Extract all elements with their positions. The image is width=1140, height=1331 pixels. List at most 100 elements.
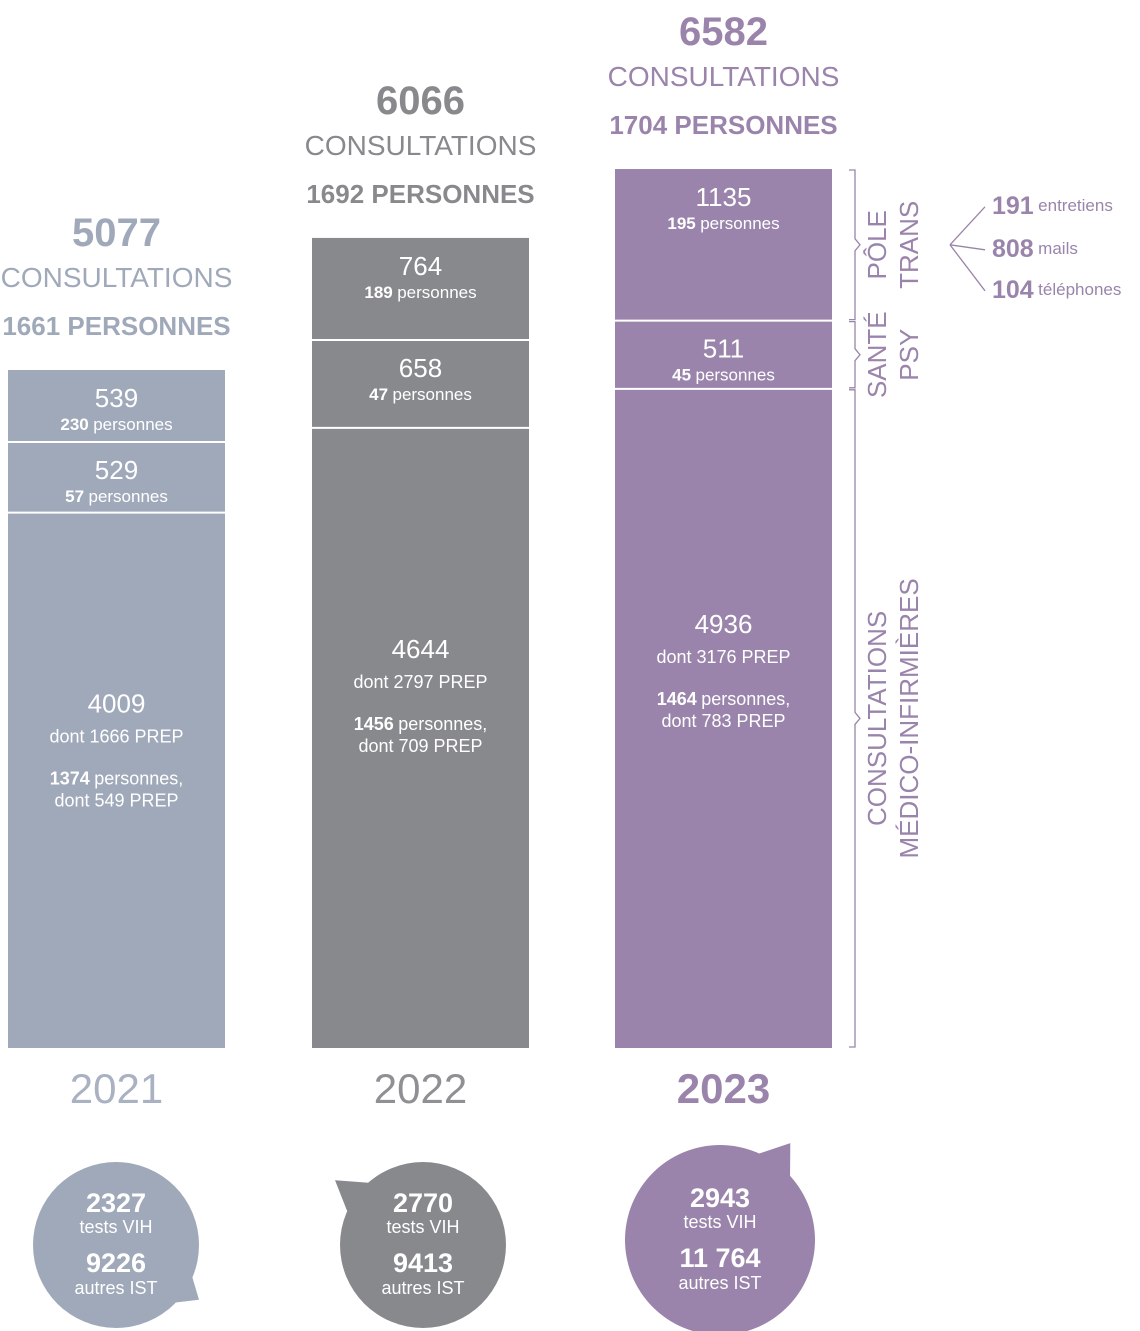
total: 6066	[376, 78, 465, 122]
segment-persons-part: 195	[667, 215, 695, 234]
segment-value-part: 4936	[695, 609, 753, 639]
bar-segment	[312, 427, 529, 1048]
segment-persons-part: 1456	[354, 714, 394, 734]
bubble-tests: 2327	[86, 1188, 146, 1218]
year-part: 2022	[374, 1065, 467, 1112]
segment-persons-part: 45	[672, 366, 691, 385]
breakdown-part: 808	[992, 234, 1034, 262]
bubble	[625, 1145, 815, 1331]
segment-note-part: dont 1666 PREP	[49, 726, 183, 746]
segment-persons-part: 1374	[50, 768, 90, 788]
total-label: CONSULTATIONS	[305, 130, 537, 161]
section-label-part: CONSULTATIONS	[862, 611, 892, 826]
bubble-tests-label-part: tests VIH	[386, 1217, 459, 1237]
breakdown-part: mails	[1038, 239, 1078, 258]
segment-value: 511	[703, 333, 744, 363]
bubble-tests-label: tests VIH	[79, 1217, 152, 1237]
segment-persons-part: personnes,	[94, 768, 183, 788]
bubble-tests-label-part: tests VIH	[79, 1217, 152, 1237]
total-label-part: CONSULTATIONS	[1, 262, 233, 293]
bubble-ist-part: 9226	[86, 1248, 146, 1278]
segment-persons-note-part: dont 783 PREP	[661, 711, 785, 731]
bar-segment	[312, 339, 529, 428]
section-label: MÉDICO-INFIRMIÈRES	[894, 578, 924, 858]
section-label-part: SANTÉ	[862, 311, 892, 398]
bubble-ist-label: autres IST	[381, 1278, 464, 1298]
bar-segment	[312, 237, 529, 340]
segment-value: 529	[95, 455, 138, 485]
segment-value-part: 764	[399, 251, 442, 281]
section-label: CONSULTATIONS	[862, 611, 892, 826]
segment-note-part: dont 2797 PREP	[353, 672, 487, 692]
persons: 1704 PERSONNES	[609, 110, 837, 140]
segment-value: 658	[399, 353, 442, 383]
bracket	[849, 169, 861, 321]
breakdown-part: téléphones	[1038, 280, 1121, 299]
segment-persons: 57 personnes	[65, 487, 168, 506]
bubble-ist: 11 764	[679, 1243, 760, 1273]
bubble-tests-label-part: tests VIH	[683, 1212, 756, 1232]
total-label: CONSULTATIONS	[1, 262, 233, 293]
segment-persons-part: 189	[364, 283, 392, 302]
bracket	[849, 389, 861, 1048]
segment-persons-part: personnes,	[701, 689, 790, 709]
section-label: PÔLE	[862, 210, 892, 279]
segment-persons: 189 personnes	[364, 283, 476, 302]
total-label-part: CONSULTATIONS	[305, 130, 537, 161]
segment-value: 539	[95, 383, 138, 413]
segment-value-part: 658	[399, 353, 442, 383]
segment-value: 4644	[392, 634, 450, 664]
breakdown-part: entretiens	[1038, 196, 1113, 215]
bubble-ist-label-part: autres IST	[74, 1278, 157, 1298]
bubble-ist-label: autres IST	[678, 1273, 761, 1293]
bubble-tests-label: tests VIH	[683, 1212, 756, 1232]
breakdown: 104 téléphones	[992, 275, 1121, 303]
total: 6582	[679, 10, 768, 54]
segment-persons-part: personnes	[392, 385, 471, 404]
bubble-tests-label: tests VIH	[386, 1217, 459, 1237]
breakdown: 191 entretiens	[992, 191, 1113, 219]
segment-persons-part: personnes,	[398, 714, 487, 734]
segment-value-part: 529	[95, 455, 138, 485]
connector	[949, 206, 986, 246]
segment-persons-part: personnes	[397, 283, 476, 302]
segment-persons-note: dont 783 PREP	[661, 711, 785, 731]
segment-persons-part: personnes	[695, 366, 774, 385]
segment-persons-part: 57	[65, 487, 84, 506]
segment-persons-part: 230	[60, 415, 88, 434]
persons: 1692 PERSONNES	[306, 179, 534, 209]
bubble-ist-part: 11 764	[679, 1243, 760, 1273]
section-label: SANTÉ	[862, 311, 892, 398]
segment-persons-part: 1464	[657, 689, 697, 709]
bar-segment	[615, 169, 832, 321]
bubble-ist: 9413	[393, 1248, 453, 1278]
total: 5077	[72, 211, 161, 255]
segment-persons-note-part: dont 549 PREP	[54, 790, 178, 810]
segment-value: 4009	[88, 688, 146, 718]
segment-value: 1135	[696, 182, 752, 212]
segment-value-part: 4644	[392, 634, 450, 664]
bar-segment	[8, 512, 225, 1048]
year: 2022	[374, 1065, 467, 1112]
year: 2021	[70, 1065, 163, 1112]
total-part: 6582	[679, 10, 768, 54]
bubble-tests: 2770	[393, 1188, 453, 1218]
segment-note: dont 2797 PREP	[353, 672, 487, 692]
segment-persons: 1374 personnes,	[50, 768, 184, 788]
total-part: 6066	[376, 78, 465, 122]
segment-value-part: 539	[95, 383, 138, 413]
bubble-ist: 9226	[86, 1248, 146, 1278]
segment-persons-note: dont 709 PREP	[358, 736, 482, 756]
bubble-ist-part: 9413	[393, 1248, 453, 1278]
connector	[949, 244, 986, 251]
segment-note: dont 1666 PREP	[49, 726, 183, 746]
segment-persons: 195 personnes	[667, 215, 779, 234]
connector	[949, 244, 986, 292]
bracket	[849, 320, 861, 389]
bubble-ist-label-part: autres IST	[678, 1273, 761, 1293]
persons-part: 1661 PERSONNES	[2, 311, 230, 341]
year-part: 2023	[677, 1065, 770, 1112]
total-label: CONSULTATIONS	[608, 61, 840, 92]
